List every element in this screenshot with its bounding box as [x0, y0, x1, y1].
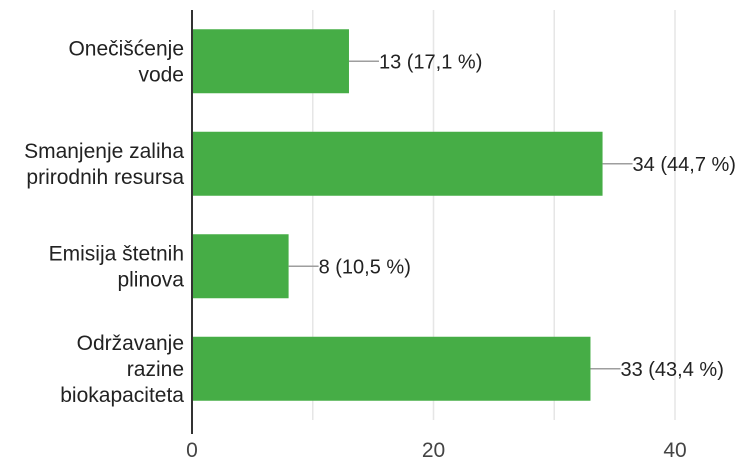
data-label: 33 (43,4 %) [620, 359, 723, 381]
category-label-line: Smanjenje zaliha [24, 140, 184, 163]
bar [192, 336, 591, 401]
x-tick-label: 40 [663, 439, 686, 459]
category-label-line: Onečišćenje [68, 37, 184, 60]
category-label-line: Održavanje [77, 332, 184, 355]
category-label: Smanjenje zaliha prirodnih resursa [24, 140, 184, 189]
category-label-line: Emisija štetnih [49, 242, 184, 265]
category-label: Emisija štetnih plinova [49, 242, 185, 291]
category-label-line: biokapaciteta [60, 384, 184, 407]
data-label: 13 (17,1 %) [379, 51, 482, 73]
x-tick-label: 20 [422, 439, 445, 459]
category-label: Onečišćenje vode [68, 37, 184, 86]
bars [192, 29, 603, 401]
data-label: 8 (10,5 %) [319, 256, 411, 278]
bar [192, 131, 603, 196]
category-label: Održavanje razine biokapaciteta [60, 332, 184, 407]
x-tick-label: 0 [186, 439, 198, 459]
bar [192, 29, 349, 94]
category-label-line: prirodnih resursa [26, 166, 184, 189]
x-axis-ticks: 0 20 40 [186, 439, 687, 459]
category-label-line: plinova [117, 268, 184, 291]
data-label: 34 (44,7 %) [633, 154, 736, 176]
category-labels: Onečišćenje vode Smanjenje zaliha prirodnih… [24, 37, 184, 407]
data-labels: 13 (17,1 %) 34 (44,7 %) 8 (10,5 %) 33 (43,4… [288, 51, 736, 381]
category-label-line: razine [127, 358, 184, 381]
bar [192, 234, 289, 299]
category-label-line: vode [138, 63, 184, 86]
